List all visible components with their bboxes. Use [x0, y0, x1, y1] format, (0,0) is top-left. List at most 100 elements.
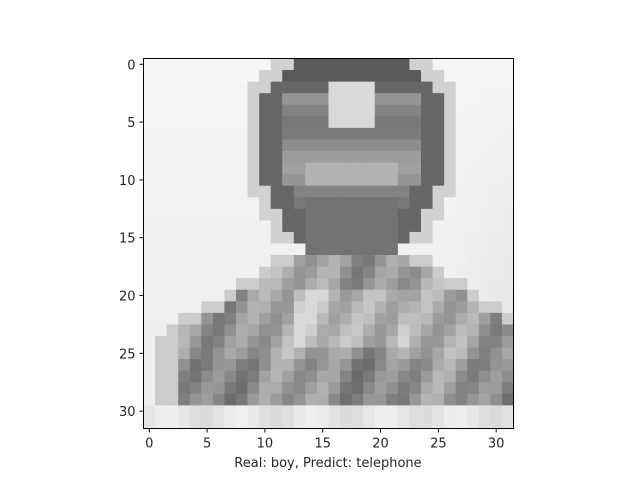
image-pixel	[189, 416, 202, 429]
image-pixel	[189, 312, 202, 325]
image-pixel	[328, 289, 341, 302]
image-pixel	[143, 197, 156, 210]
image-pixel	[351, 347, 364, 360]
image-pixel	[351, 416, 364, 429]
image-pixel	[455, 104, 468, 117]
image-pixel	[316, 243, 329, 256]
image-pixel	[224, 151, 237, 163]
image-pixel	[409, 139, 422, 152]
image-pixel	[316, 70, 329, 83]
image-pixel	[490, 139, 503, 152]
image-pixel	[340, 197, 353, 210]
image-pixel	[236, 382, 248, 395]
image-pixel	[490, 393, 503, 406]
image-pixel	[143, 185, 156, 198]
image-pixel	[316, 174, 329, 187]
image-pixel	[270, 185, 283, 198]
image-pixel	[374, 127, 387, 140]
image-pixel	[178, 301, 191, 314]
image-pixel	[432, 70, 445, 83]
image-pixel	[432, 185, 445, 198]
image-pixel	[155, 266, 168, 279]
image-pixel	[270, 243, 283, 256]
image-pixel	[178, 162, 191, 175]
image-pixel	[328, 208, 341, 221]
image-pixel	[236, 81, 248, 94]
image-pixel	[397, 185, 410, 198]
image-pixel	[189, 93, 202, 106]
image-pixel	[155, 336, 168, 348]
image-pixel	[432, 197, 445, 210]
image-pixel	[305, 151, 318, 163]
image-pixel	[236, 58, 248, 71]
image-pixel	[386, 255, 399, 268]
image-pixel	[351, 81, 364, 94]
image-pixel	[236, 70, 248, 83]
image-pixel	[316, 289, 329, 302]
image-pixel	[363, 151, 376, 163]
image-pixel	[386, 208, 399, 221]
image-pixel	[444, 347, 457, 360]
image-pixel	[340, 336, 353, 348]
image-pixel	[444, 324, 457, 337]
image-pixel	[328, 231, 341, 244]
image-pixel	[455, 324, 468, 337]
image-pixel	[293, 255, 306, 268]
image-pixel	[293, 289, 306, 302]
image-pixel	[201, 243, 214, 256]
image-pixel	[444, 208, 457, 221]
image-pixel	[444, 416, 457, 429]
image-pixel	[478, 405, 491, 418]
image-pixel	[224, 347, 237, 360]
image-pixel	[270, 197, 283, 210]
image-pixel	[374, 197, 387, 210]
image-pixel	[386, 393, 399, 406]
image-pixel	[189, 405, 202, 418]
image-pixel	[212, 289, 225, 302]
image-pixel	[305, 278, 318, 291]
image-pixel	[409, 370, 422, 383]
image-pixel	[478, 81, 491, 94]
image-pixel	[501, 197, 514, 210]
image-pixel	[259, 405, 272, 418]
image-pixel	[155, 301, 168, 314]
image-pixel	[178, 81, 191, 94]
image-pixel	[340, 151, 353, 163]
image-pixel	[189, 197, 202, 210]
image-pixel	[178, 93, 191, 106]
image-pixel	[490, 58, 503, 71]
image-pixel	[178, 58, 191, 71]
image-pixel	[143, 289, 156, 302]
image-pixel	[270, 370, 283, 383]
image-pixel	[444, 116, 457, 129]
image-pixel	[409, 93, 422, 106]
image-pixel	[259, 231, 272, 244]
image-pixel	[444, 93, 457, 106]
image-pixel	[293, 162, 306, 175]
image-pixel	[143, 393, 156, 406]
image-pixel	[143, 116, 156, 129]
image-pixel	[501, 185, 514, 198]
image-pixel	[340, 324, 353, 337]
image-pixel	[305, 370, 318, 383]
image-pixel	[166, 336, 179, 348]
image-pixel	[212, 185, 225, 198]
image-pixel	[409, 162, 422, 175]
image-pixel	[178, 312, 191, 325]
image-pixel	[501, 81, 514, 94]
image-pixel	[224, 70, 237, 83]
y-tick-label: 15	[119, 232, 136, 247]
image-pixel	[305, 93, 318, 106]
image-pixel	[316, 266, 329, 279]
image-pixel	[247, 220, 260, 233]
y-axis-ticks: 0 5 10 15 20 25 30	[119, 58, 144, 420]
image-pixel	[455, 370, 468, 383]
image-pixel	[374, 185, 387, 198]
image-pixel	[224, 93, 237, 106]
image-pixel	[178, 174, 191, 187]
image-pixel	[490, 208, 503, 221]
image-pixel	[247, 301, 260, 314]
image-pixel	[236, 151, 248, 163]
image-pixel	[305, 197, 318, 210]
image-pixel	[178, 220, 191, 233]
